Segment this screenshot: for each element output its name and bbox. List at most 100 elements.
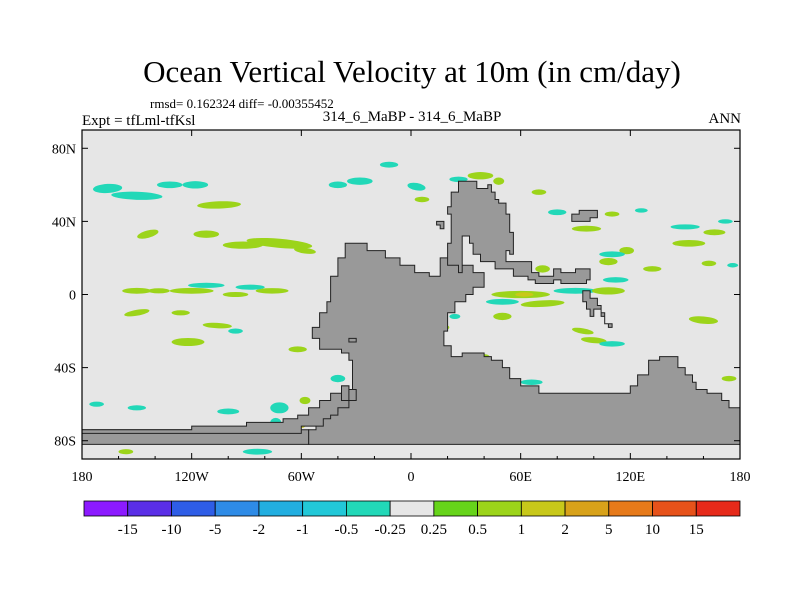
anomaly-patch-42	[688, 316, 719, 324]
anomaly-patch-46	[721, 375, 737, 382]
anomaly-patch-10	[347, 177, 373, 185]
anomaly-patch-37	[553, 287, 598, 294]
anomaly-patch-27	[701, 260, 717, 267]
colorbar-label-13: 15	[689, 522, 704, 538]
case-label: 314_6_MaBP - 314_6_MaBP	[323, 109, 502, 125]
colorbar-swatch-3	[214, 500, 260, 517]
land-mass-7	[341, 385, 350, 401]
colorbar-swatch-11	[564, 500, 610, 517]
anomaly-patch-54	[124, 309, 150, 317]
anomaly-patch-56	[202, 322, 232, 329]
anomaly-patch-14	[414, 196, 430, 203]
anomaly-patch-17	[493, 177, 505, 185]
anomaly-patch-35	[485, 298, 519, 305]
anomaly-patch-25	[703, 229, 726, 236]
anomaly-patch-7	[246, 237, 313, 249]
anomaly-patch-59	[288, 346, 307, 353]
colorbar-label-11: 5	[605, 522, 613, 538]
colorbar-label-3: -2	[253, 522, 266, 538]
land-mass-4	[436, 220, 445, 230]
anomaly-patch-43	[572, 327, 594, 335]
season-label: ANN	[709, 111, 742, 127]
colorbar-swatch-1	[127, 500, 172, 517]
colorbar-label-1: -10	[161, 522, 181, 538]
colorbar-swatch-0	[83, 500, 129, 517]
anomaly-patch-66	[127, 405, 146, 411]
anomaly-patch-49	[169, 287, 214, 294]
anomaly-patch-3	[197, 201, 242, 209]
anomaly-patch-8	[294, 247, 316, 254]
colorbar-swatch-14	[695, 500, 741, 517]
colorbar-label-10: 2	[561, 522, 569, 538]
land-mass-8	[348, 337, 357, 343]
anomaly-patch-55	[171, 310, 190, 316]
anomaly-patch-57	[171, 338, 205, 347]
colorbar: -15 -10 -5 -2 -1 -0.5 -0.25 0.25 0.5 1 2 5 10 15	[83, 500, 741, 538]
experiment-label: Expt = tfLml-tfKsl	[82, 113, 195, 129]
anomaly-patch-47	[122, 287, 152, 294]
anomaly-patch-53	[235, 284, 265, 290]
anomaly-patch-48	[147, 288, 170, 294]
anomaly-patch-65	[89, 401, 104, 407]
anomaly-patch-30	[599, 251, 625, 258]
anomaly-patch-67	[217, 408, 240, 415]
colorbar-swatch-5	[302, 500, 347, 517]
colorbar-label-0: -15	[118, 522, 138, 538]
anomaly-patch-20	[604, 211, 620, 217]
anomaly-patch-41	[602, 277, 629, 283]
anomaly-patch-18	[531, 189, 547, 195]
anomaly-patch-29	[619, 246, 634, 255]
anomaly-patch-12	[379, 161, 399, 168]
anomaly-patch-75	[118, 449, 134, 455]
anomaly-patch-36	[515, 292, 534, 297]
anomaly-patch-4	[137, 229, 159, 239]
x-tick-label-0: 180	[72, 470, 93, 485]
colorbar-swatch-13	[652, 500, 697, 517]
anomaly-patch-51	[255, 288, 289, 294]
anomaly-patch-26	[718, 219, 733, 224]
anomaly-patch-22	[571, 225, 602, 232]
colorbar-label-12: 10	[645, 522, 660, 538]
anomaly-patch-15	[467, 172, 494, 180]
anomaly-patch-71	[330, 374, 346, 383]
x-tick-label-1: 120W	[175, 470, 210, 485]
y-tick-label-1: 40N	[52, 215, 76, 230]
land-mass-3	[582, 290, 613, 328]
map-area	[82, 130, 740, 459]
anomaly-patch-5	[193, 230, 220, 238]
anomaly-patch-24	[672, 240, 706, 247]
anomaly-patch-45	[599, 341, 625, 347]
colorbar-swatch-2	[171, 500, 216, 517]
colorbar-swatch-10	[520, 500, 566, 517]
colorbar-swatch-6	[345, 500, 391, 517]
x-tick-label-4: 60E	[509, 470, 532, 485]
anomaly-patch-19	[548, 209, 567, 216]
anomaly-patch-50	[222, 291, 249, 298]
anomaly-patch-52	[188, 282, 225, 288]
anomaly-patch-38	[591, 287, 625, 295]
y-tick-label-4: 80S	[54, 435, 76, 450]
anomaly-patch-11	[328, 181, 348, 189]
colorbar-swatch-9	[477, 500, 522, 517]
anomaly-patch-44	[581, 337, 607, 344]
colorbar-label-5: -0.5	[335, 522, 359, 538]
anomaly-patch-2	[182, 181, 209, 189]
chart-title: Ocean Vertical Velocity at 10m (in cm/da…	[143, 54, 681, 89]
y-tick-label-2: 0	[69, 289, 76, 304]
y-tick-label-3: 40S	[54, 362, 76, 377]
stats-line: rmsd= 0.162324 diff= -0.00355452	[150, 96, 334, 111]
land-mass-1	[447, 180, 591, 284]
y-axis: 80N 40N 0 40S 80S	[52, 142, 740, 450]
anomaly-patch-31	[599, 257, 618, 266]
x-axis: 180 120W 60W 0 60E 120E 180	[72, 130, 751, 485]
colorbar-swatch-7	[389, 500, 435, 517]
x-tick-label-2: 60W	[288, 470, 316, 485]
colorbar-label-7: 0.25	[421, 522, 447, 538]
colorbar-swatch-8	[433, 500, 479, 517]
land-mass-2	[571, 209, 598, 222]
anomaly-patch-1	[111, 191, 163, 200]
colorbar-label-6: -0.25	[375, 522, 406, 538]
anomaly-patch-9	[156, 181, 183, 189]
colorbar-swatch-4	[258, 500, 304, 517]
